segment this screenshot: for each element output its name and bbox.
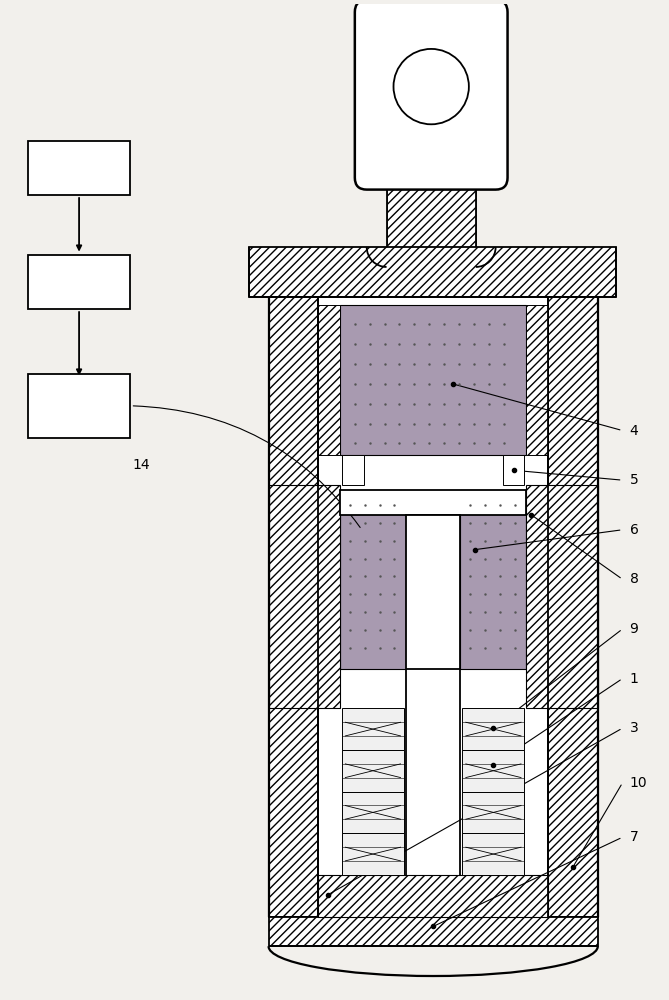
- Bar: [27, 141, 130, 195]
- Bar: [268, 917, 598, 946]
- Bar: [460, 490, 527, 669]
- Bar: [342, 455, 364, 485]
- Bar: [462, 708, 524, 750]
- Bar: [342, 792, 404, 833]
- Text: 10: 10: [630, 776, 647, 790]
- Text: 13: 13: [70, 398, 89, 413]
- Bar: [27, 374, 130, 438]
- Bar: [342, 708, 404, 750]
- Text: 14: 14: [132, 458, 150, 472]
- Bar: [318, 875, 548, 917]
- FancyBboxPatch shape: [355, 0, 508, 190]
- Text: 9: 9: [630, 622, 638, 636]
- Bar: [527, 305, 548, 455]
- Bar: [527, 485, 598, 708]
- Text: 3: 3: [630, 721, 638, 735]
- Bar: [342, 750, 404, 792]
- Bar: [387, 168, 476, 247]
- Circle shape: [393, 49, 469, 124]
- Bar: [342, 833, 404, 875]
- Bar: [318, 305, 340, 455]
- Bar: [406, 669, 460, 875]
- Bar: [502, 455, 524, 485]
- Bar: [340, 490, 527, 515]
- Bar: [27, 255, 130, 309]
- Bar: [548, 297, 598, 917]
- Bar: [268, 297, 318, 917]
- Bar: [406, 515, 460, 669]
- Bar: [318, 297, 548, 917]
- Bar: [462, 792, 524, 833]
- Bar: [249, 247, 615, 297]
- Text: 5: 5: [630, 473, 638, 487]
- Bar: [340, 490, 406, 669]
- Text: 4: 4: [630, 424, 638, 438]
- Bar: [268, 485, 340, 708]
- Text: 1: 1: [630, 672, 638, 686]
- Text: 6: 6: [630, 523, 638, 537]
- Text: 11: 11: [70, 160, 89, 175]
- Text: 8: 8: [630, 572, 638, 586]
- Text: 12: 12: [70, 274, 89, 289]
- Text: 7: 7: [630, 830, 638, 844]
- Bar: [340, 305, 527, 455]
- Bar: [462, 833, 524, 875]
- Bar: [462, 750, 524, 792]
